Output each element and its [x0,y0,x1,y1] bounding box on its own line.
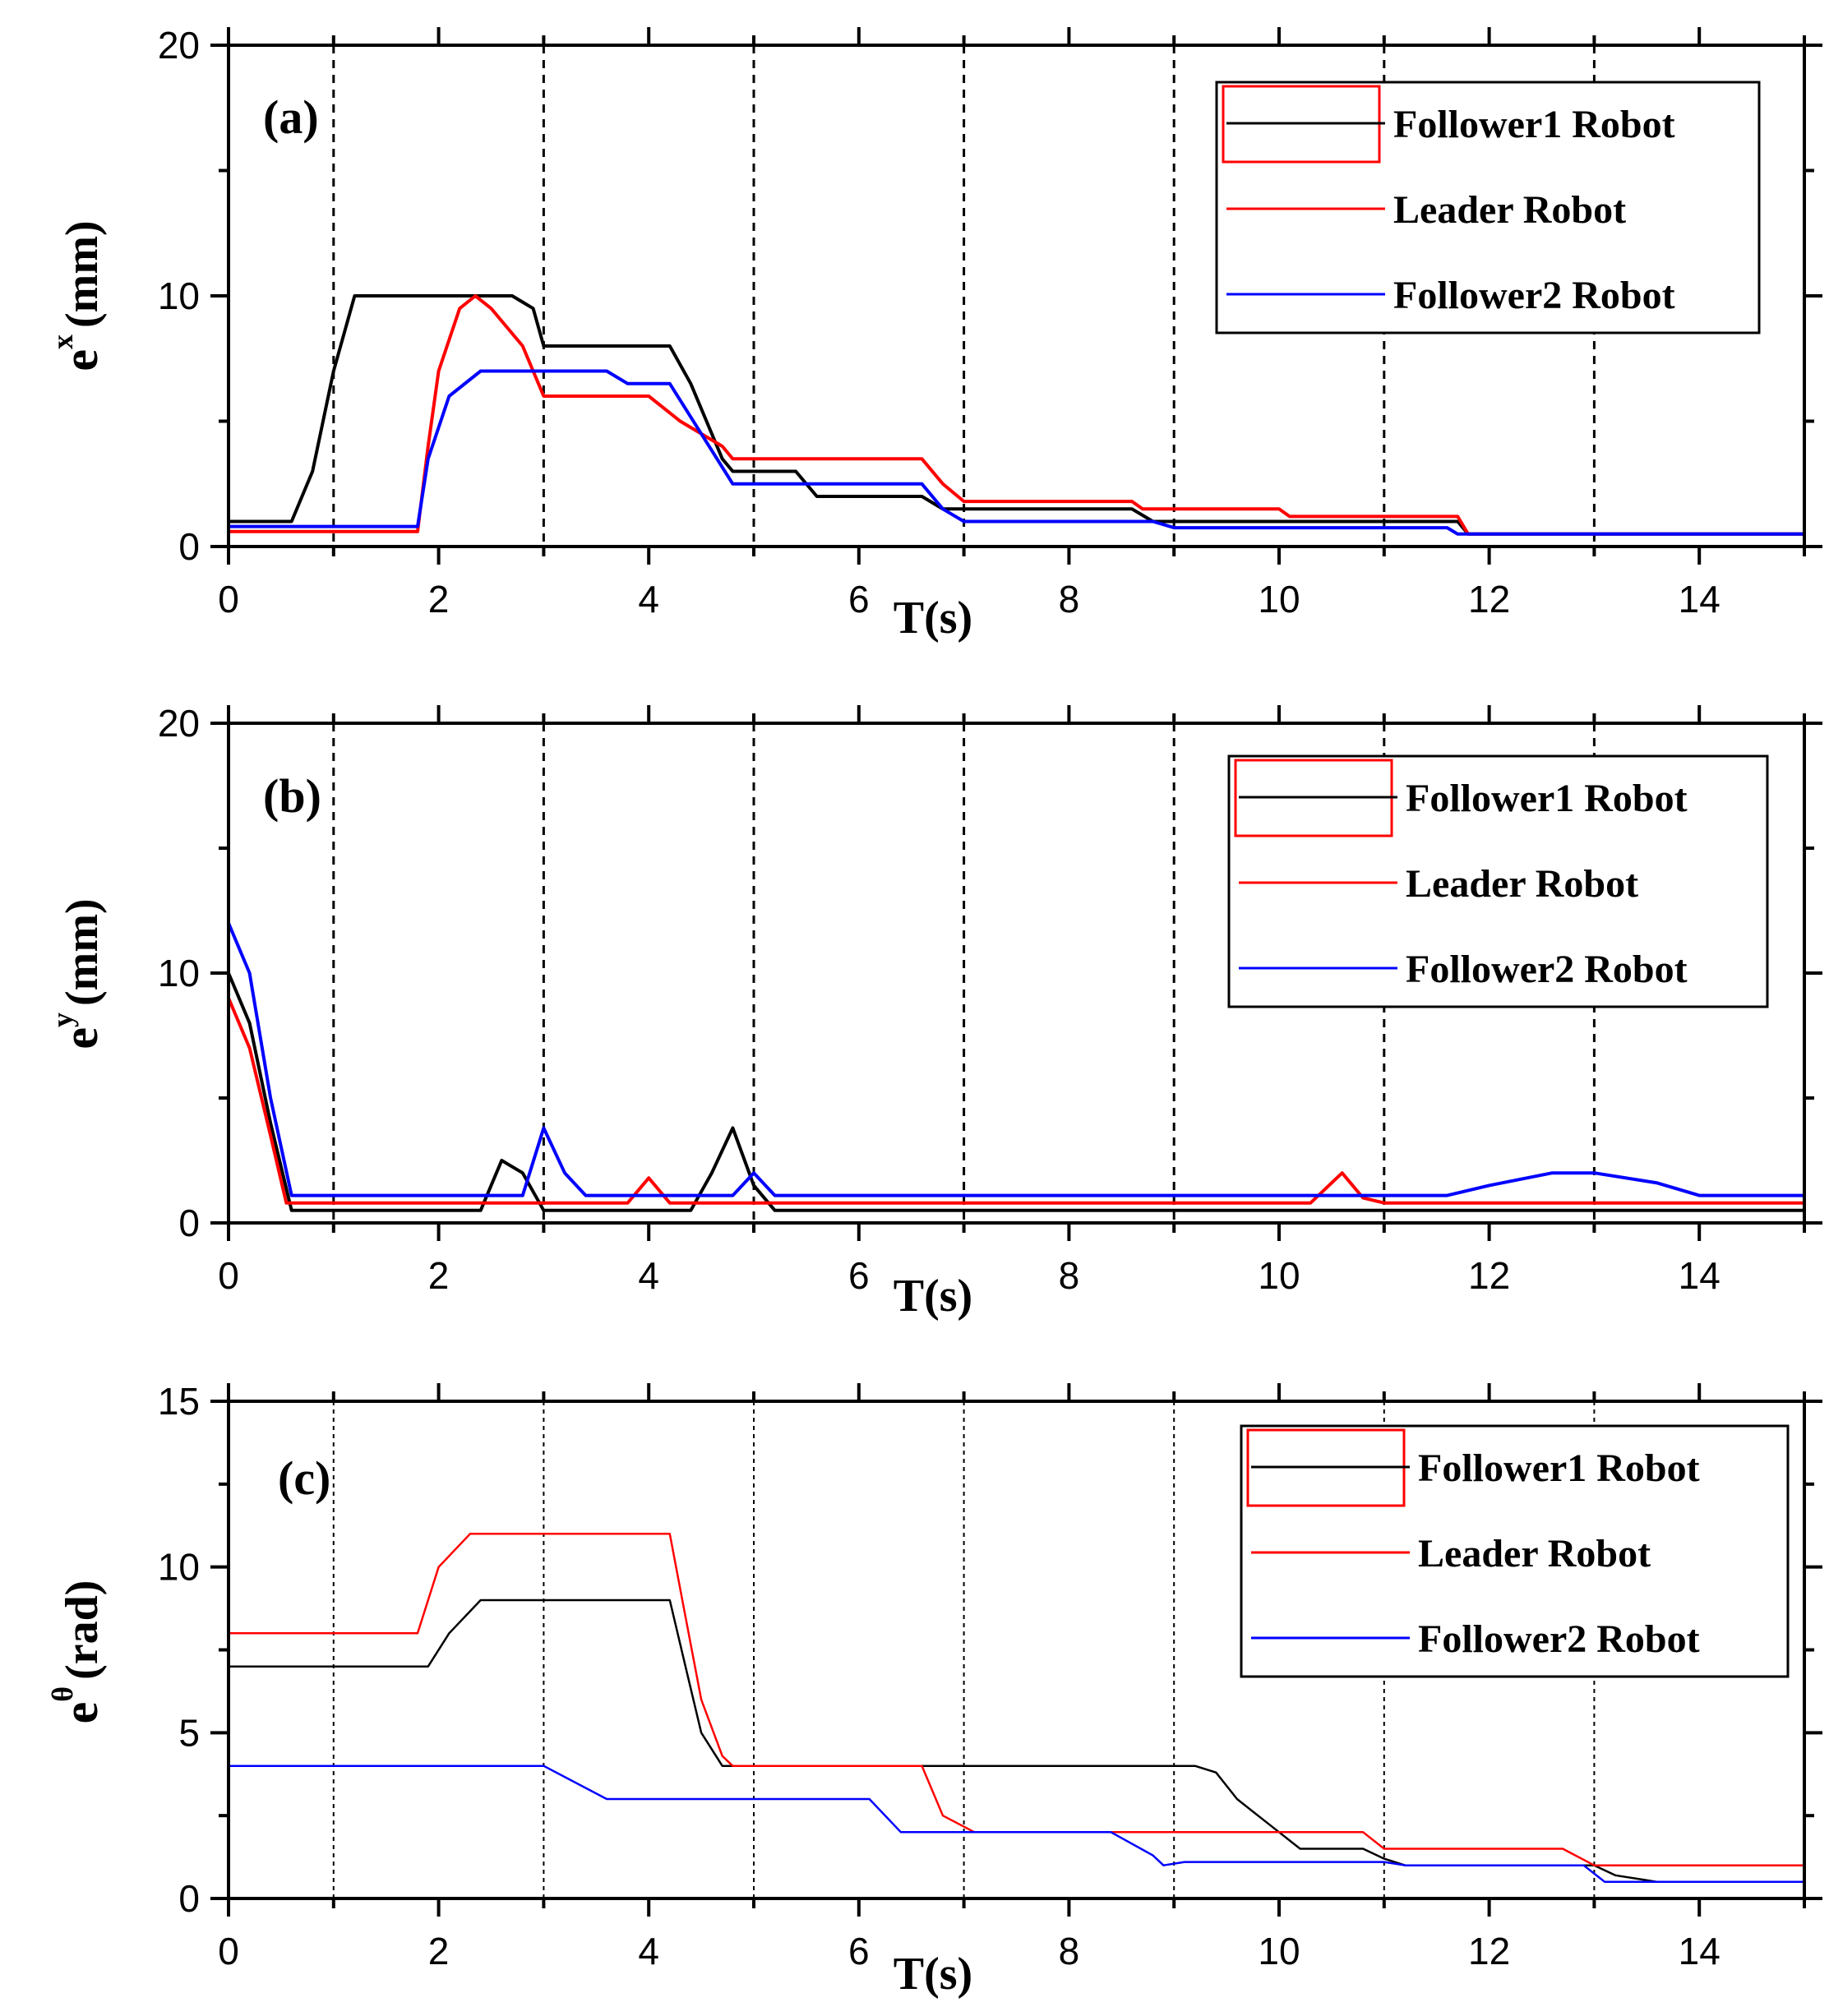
x-tick-label: 10 [1258,1254,1300,1297]
x-tick-label: 2 [428,578,450,620]
x-tick-label: 4 [638,578,659,620]
x-tick-label: 2 [428,1254,450,1297]
series-line-follower2-robot [229,1765,1804,1884]
y-tick-label: 10 [158,952,200,994]
y-tick-label: 15 [158,1380,200,1423]
x-tick-label: 6 [848,1254,870,1297]
legend: Follower1 Robot Leader Robot Follower2 Rob… [1240,1424,1790,1678]
x-axis-label: T(s) [894,1949,972,2000]
series-line-follower2-robot [227,922,1804,1197]
legend-entry: Follower1 Robot [1393,103,1675,146]
x-tick-label: 8 [1059,1930,1080,1972]
y-tick-label: 20 [158,24,200,67]
x-tick-label: 12 [1468,578,1510,620]
series-line-leader-robot [229,1533,1804,1866]
legend-entry: Leader Robot [1393,188,1626,232]
x-tick-label: 6 [848,578,870,620]
x-tick-label: 8 [1059,1254,1080,1297]
x-tick-label: 14 [1679,578,1720,620]
y-tick-label: 5 [178,1711,200,1754]
x-tick-label: 0 [218,1254,239,1297]
y-tick-label: 0 [178,525,200,568]
legend-entry: Follower2 Robot [1406,948,1688,991]
legend: Follower1 Robot Leader Robot Follower2 Rob… [1215,81,1761,334]
panel-label: (b) [263,769,321,823]
y-axis-label: ey(mm) [46,898,108,1049]
x-tick-label: 12 [1468,1930,1510,1972]
x-tick-label: 0 [218,578,239,620]
legend: Follower1 Robot Leader Robot Follower2 Rob… [1227,754,1769,1008]
x-axis-label: T(s) [894,1271,972,1322]
x-tick-label: 14 [1679,1930,1720,1972]
x-tick-label: 6 [848,1930,870,1972]
x-tick-label: 2 [428,1930,450,1972]
x-tick-label: 4 [638,1254,659,1297]
series-line-follower2-robot [229,369,1804,536]
panel-1: 0 2 4 6 8 10 12 14 0 10 20 T(s) ex(mm) (a) Follower1 R… [46,24,1822,644]
series-line-leader-robot [229,294,1804,536]
panel-label: (c) [278,1451,330,1505]
x-axis-label: T(s) [894,593,972,644]
y-tick-label: 20 [158,702,200,745]
legend-entry: Leader Robot [1406,862,1638,906]
x-tick-label: 0 [218,1930,239,1972]
y-tick-label: 0 [178,1202,200,1244]
panel-3: 0 2 4 6 8 10 12 14 0 5 10 15 T(s) eθ(rad) (c) Follower1… [46,1380,1822,2000]
x-tick-label: 14 [1679,1254,1720,1297]
legend-entry: Follower2 Robot [1418,1617,1700,1661]
series-line-follower1-robot [227,972,1804,1212]
y-tick-label: 10 [158,1546,200,1589]
legend-entry: Follower1 Robot [1418,1446,1700,1490]
legend-entry: Follower2 Robot [1393,274,1675,317]
panel-2: 0 2 4 6 8 10 12 14 0 10 20 T(s) ey(mm) (b) Follower1 R… [46,702,1822,1322]
legend-entry: Leader Robot [1418,1532,1651,1575]
series-line-leader-robot [227,997,1804,1205]
x-tick-label: 4 [638,1930,659,1972]
x-tick-label: 12 [1468,1254,1510,1297]
series-line-follower1-robot [229,294,1804,536]
panel-label: (a) [263,90,319,144]
legend-entry: Follower1 Robot [1406,777,1688,820]
x-tick-label: 10 [1258,1930,1300,1972]
x-tick-label: 10 [1258,578,1300,620]
y-tick-label: 10 [158,274,200,317]
y-axis-label: ex(mm) [46,220,108,371]
x-tick-label: 8 [1059,578,1080,620]
y-axis-label: eθ(rad) [46,1580,108,1724]
y-tick-label: 0 [178,1877,200,1920]
